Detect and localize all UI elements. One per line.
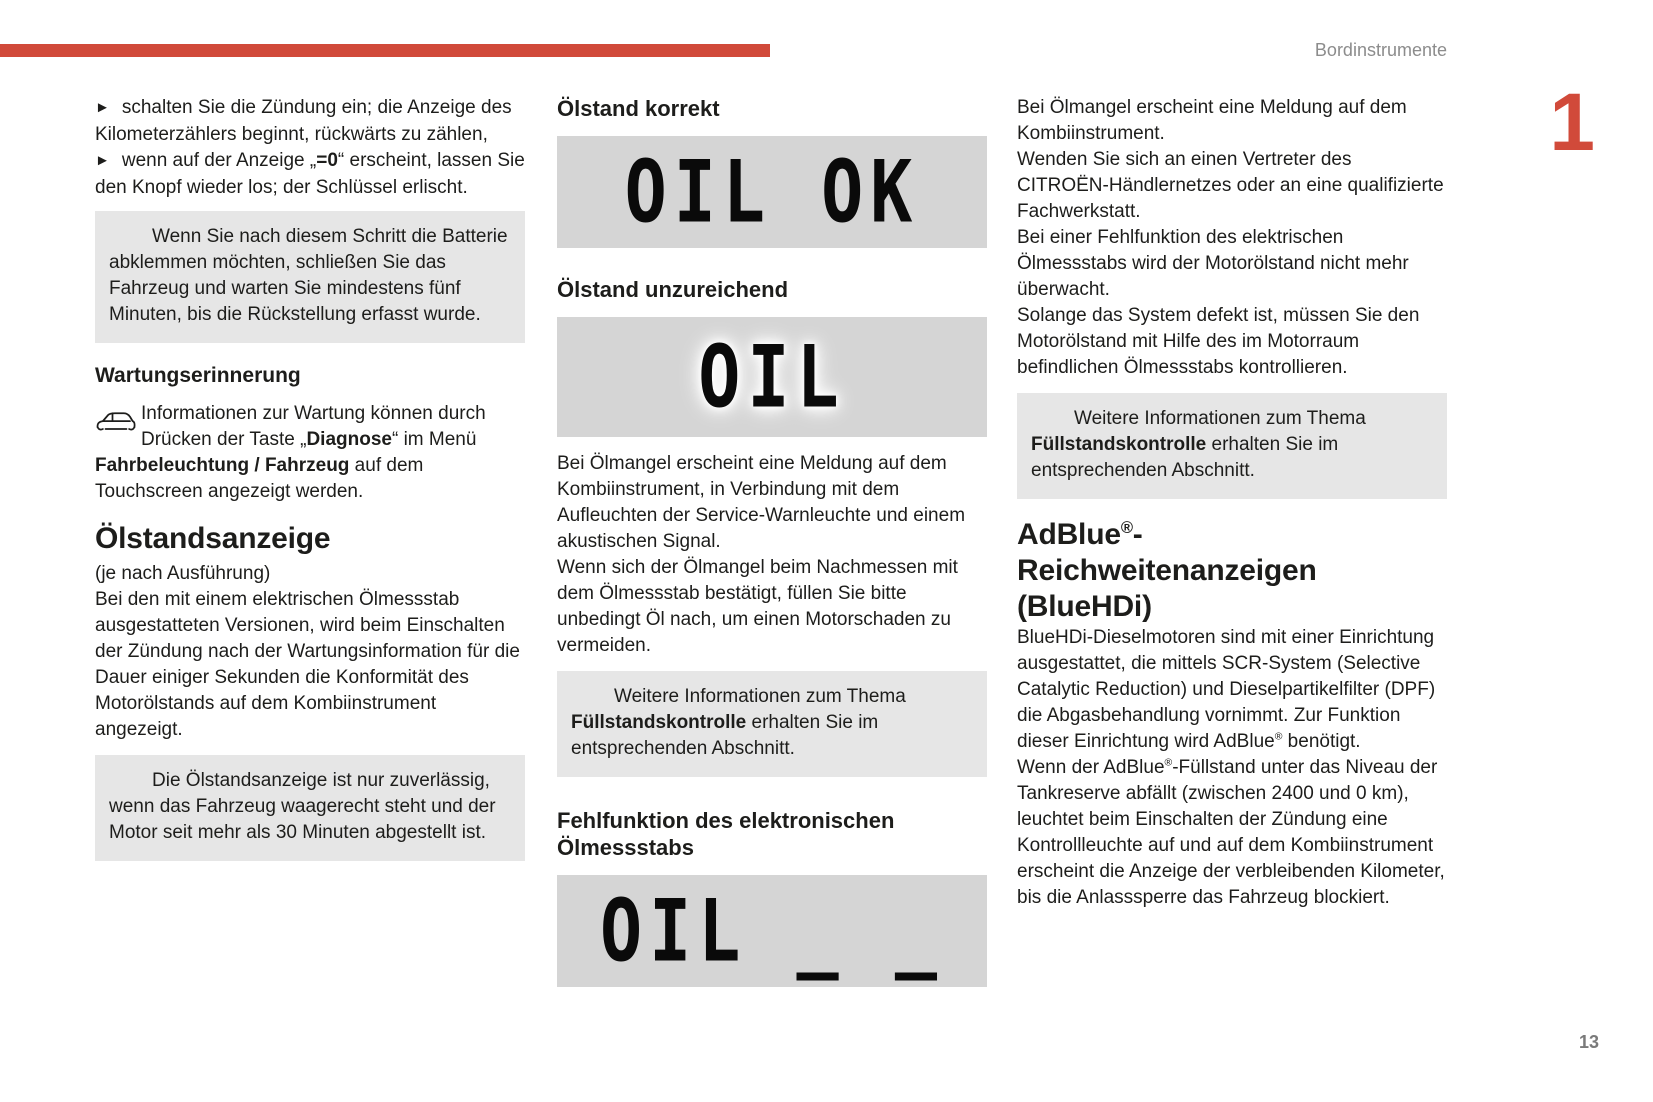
- heading-text: -: [1132, 518, 1143, 551]
- info-box-text-bold: Füllstandskontrolle: [571, 712, 747, 733]
- bullet-text: “ erscheint, lassen Sie den Knopf wieder…: [95, 150, 525, 198]
- main-heading: AdBlue®- Reichweitenanzeigen (BlueHDi): [1017, 517, 1447, 625]
- page-number: 13: [1578, 1032, 1599, 1052]
- chapter-number: 1: [1549, 77, 1595, 168]
- paragraph-text: BlueHDi-Dieselmotoren sind mit einer Ein…: [1017, 627, 1436, 752]
- paragraph: Bei Ölmangel erscheint eine Meldung auf …: [557, 453, 966, 552]
- registered-mark: ®: [1120, 519, 1133, 537]
- column-right: Bei Ölmangel erscheint eine Meldung auf …: [1017, 95, 1447, 911]
- bullet-arrow-icon: ►: [95, 152, 110, 169]
- section-heading: Ölstand unzureichend: [557, 277, 789, 302]
- paragraph-text: Informationen zur Wartung können durch D…: [141, 403, 486, 450]
- paragraph: Bei Ölmangel erscheint eine Meldung auf …: [1017, 97, 1407, 144]
- registered-mark: ®: [1164, 757, 1173, 769]
- paragraph: BlueHDi-Dieselmotoren sind mit einer Ein…: [1017, 625, 1447, 755]
- oil-fault-display: OIL _ _: [557, 875, 987, 987]
- maintenance-paragraph: Informationen zur Wartung können durch D…: [95, 401, 525, 505]
- paragraph: Wenn sich der Ölmangel beim Nachmessen m…: [557, 557, 958, 656]
- heading-text: Reichweitenanzeigen: [1017, 554, 1317, 587]
- paragraph: Solange das System defekt ist, müssen Si…: [1017, 305, 1420, 378]
- oil-ok-display: OIL OK: [557, 136, 987, 248]
- paragraph-text-bold: Fahrbeleuchtung / Fahrzeug: [95, 455, 350, 476]
- paragraph: Bei einer Fehlfunktion des elektrischen …: [1017, 227, 1409, 300]
- info-box-text: Weitere Informationen zum Thema: [1074, 408, 1366, 429]
- paragraph-text-bold: Diagnose: [306, 429, 392, 450]
- paragraph: Bei den mit einem elektrischen Ölmesssta…: [95, 589, 520, 740]
- section-heading: Wartungserinnerung: [95, 364, 301, 387]
- column-middle: Ölstand korrekt OIL OK Ölstand unzureich…: [557, 95, 987, 987]
- oil-warning-display: OIL: [557, 317, 987, 437]
- info-box: Weitere Informationen zum Thema Füllstan…: [557, 671, 987, 777]
- bullet-text-bold: =0: [316, 150, 338, 171]
- info-box-text: erhalten Sie im entsprechenden Abschnitt…: [1031, 434, 1339, 481]
- bullet-arrow-icon: ►: [95, 99, 110, 116]
- paragraph-text: Wenn der AdBlue: [1017, 757, 1165, 778]
- section-heading: Fehlfunktion des elektronischen Ölmessst…: [557, 808, 895, 860]
- lcd-text: OIL: [698, 326, 846, 428]
- info-box-text: Weitere Informationen zum Thema: [614, 686, 906, 707]
- paragraph: Wenden Sie sich an einen Vertreter des C…: [1017, 149, 1444, 222]
- info-box-text: erhalten Sie im entsprechenden Abschnitt…: [571, 712, 879, 759]
- paragraph-text: “ im Menü: [391, 429, 477, 450]
- info-box: Weitere Informationen zum Thema Füllstan…: [1017, 393, 1447, 499]
- bullet-text: wenn auf der Anzeige „: [121, 150, 317, 171]
- bullet-item: ► schalten Sie die Zündung ein; die Anzei…: [95, 95, 525, 148]
- heading-text: (BlueHDi): [1017, 590, 1152, 623]
- paragraph: Wenn der AdBlue®-Füllstand unter das Niv…: [1017, 755, 1447, 911]
- bullet-item: ► wenn auf der Anzeige „=0“ erscheint, la…: [95, 148, 525, 201]
- paragraph-text: -Füllstand unter das Niveau der Tankrese…: [1017, 757, 1445, 908]
- running-header: Bordinstrumente: [1314, 40, 1447, 60]
- bullet-text: schalten Sie die Zündung ein; die Anzeig…: [95, 97, 512, 145]
- column-left: ► schalten Sie die Zündung ein; die Anzei…: [95, 95, 525, 861]
- info-box-text: Wenn Sie nach diesem Schritt die Batteri…: [109, 226, 508, 325]
- variant-note: (je nach Ausführung): [95, 563, 271, 584]
- info-box-text: Die Ölstandsanzeige ist nur zuverlässig,…: [109, 770, 496, 843]
- info-box-text-bold: Füllstandskontrolle: [1031, 434, 1207, 455]
- heading-text: AdBlue: [1017, 518, 1121, 551]
- lcd-text: OIL OK: [624, 141, 920, 243]
- paragraph-text: auf dem Touchscreen angezeigt werden.: [95, 455, 424, 502]
- paragraph-text: benötigt.: [1282, 731, 1361, 752]
- info-box: Wenn Sie nach diesem Schritt die Batteri…: [95, 211, 525, 343]
- info-box: Die Ölstandsanzeige ist nur zuverlässig,…: [95, 755, 525, 861]
- main-heading: Ölstandsanzeige: [95, 522, 331, 555]
- registered-mark: ®: [1274, 731, 1283, 743]
- car-icon: [95, 401, 141, 453]
- section-heading: Ölstand korrekt: [557, 96, 720, 121]
- lcd-text: OIL _ _: [599, 880, 944, 982]
- chapter-accent-bar: [0, 44, 770, 57]
